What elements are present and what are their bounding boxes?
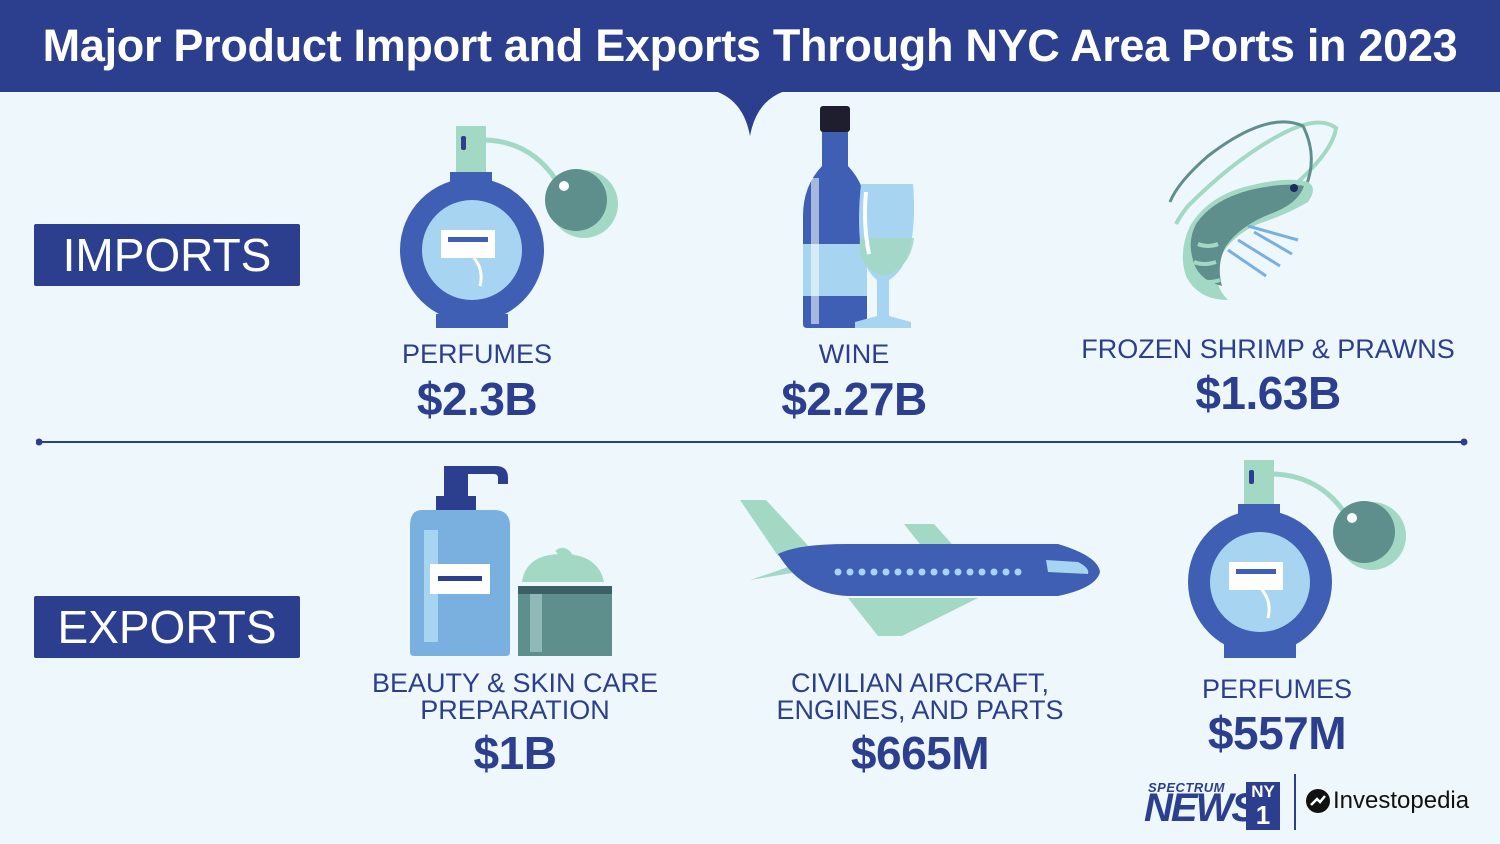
logo-separator — [1294, 774, 1296, 830]
wine-bottle-glass-icon — [803, 106, 914, 328]
imports-label: IMPORTS — [34, 224, 300, 286]
investopedia-mark-icon — [1306, 789, 1330, 813]
import-item-value: $2.3B — [416, 373, 538, 425]
header-notch — [700, 88, 800, 136]
ny1-badge: NY 1 — [1246, 782, 1280, 830]
export-item-label-line1: CIVILIAN AIRCRAFT, — [790, 668, 1050, 698]
spectrum-news-logo: SPECTRUM NEWS NY 1 — [1142, 776, 1284, 832]
shrimp-icon — [1168, 120, 1339, 300]
export-item-label-line2: ENGINES, AND PARTS — [776, 695, 1064, 725]
airplane-icon — [740, 500, 1100, 636]
import-item-label: FROZEN SHRIMP & PRAWNS — [1081, 334, 1455, 364]
export-item-value: $557M — [1207, 707, 1347, 759]
export-item-value: $1B — [473, 727, 557, 779]
perfume-bottle-icon — [400, 126, 618, 328]
import-item-label: PERFUMES — [401, 339, 553, 369]
exports-label: EXPORTS — [34, 596, 300, 658]
section-divider — [36, 438, 1468, 446]
header-bar: Major Product Import and Exports Through… — [0, 0, 1500, 92]
perfume-bottle-icon — [1188, 460, 1406, 658]
export-item-value: $665M — [850, 727, 990, 779]
one-text: 1 — [1255, 800, 1271, 830]
lotion-cream-icon — [410, 466, 612, 656]
investopedia-wordmark: Investopedia — [1333, 787, 1470, 814]
export-item-label: PERFUMES — [1201, 674, 1353, 704]
import-item-value: $1.63B — [1195, 367, 1341, 419]
export-item-label-line1: BEAUTY & SKIN CARE — [371, 668, 659, 698]
news-wordmark: NEWS — [1144, 786, 1258, 830]
ny-text: NY — [1251, 782, 1275, 801]
import-item-label: WINE — [818, 339, 890, 369]
page-title: Major Product Import and Exports Through… — [42, 20, 1458, 71]
export-item-label-line2: PREPARATION — [420, 695, 610, 725]
spectrum-wordmark: SPECTRUM — [1148, 780, 1225, 795]
investopedia-logo: Investopedia — [1305, 786, 1485, 816]
import-item-value: $2.27B — [781, 373, 927, 425]
